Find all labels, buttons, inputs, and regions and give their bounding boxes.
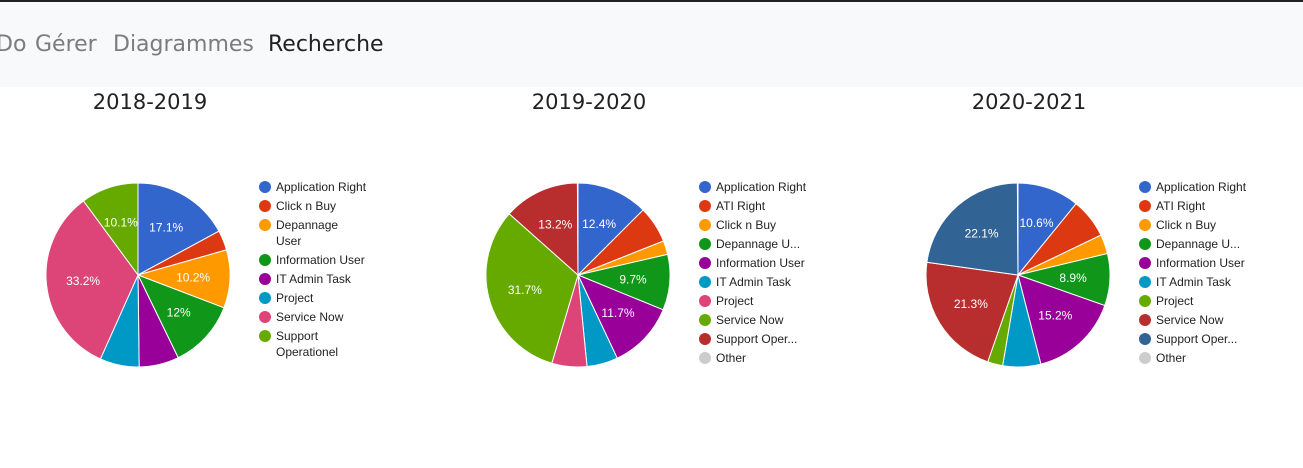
navbar: Do Gérer Diagrammes Recherche [0,2,1303,87]
legend-label[interactable]: Information User [1156,256,1245,270]
legend-label[interactable]: Other [716,351,746,365]
slice-data-label: 12.4% [582,217,616,231]
legend-label[interactable]: Service Now [276,310,344,324]
slice-data-label: 15.2% [1038,309,1072,323]
legend-label[interactable]: ATI Right [716,199,766,213]
pie-chart-2019-2020: 12.4% 9.7% 11.7% 31.7% 13.2% Application Righ… [485,180,807,368]
slice-data-label: 10.2% [176,270,210,284]
legend-label[interactable]: IT Admin Task [276,272,352,286]
legend-label[interactable]: Click n Buy [716,218,776,232]
chart-title-2018-2019: 2018-2019 [92,90,208,114]
slice-data-label: 10.6% [1019,216,1053,230]
legend-label[interactable]: User [276,234,301,248]
legend-swatch [259,200,271,212]
legend-label[interactable]: Operationel [276,345,338,359]
slice-data-label: 33.2% [66,274,100,288]
pie-slice[interactable] [1016,182,1019,276]
pie-slice[interactable] [576,274,664,359]
legend-swatch [259,273,271,285]
slice-data-label: 13.2% [538,218,572,232]
legend-label[interactable]: Support Oper... [1156,332,1237,346]
legend-swatch [699,219,711,231]
pie-slice[interactable] [1017,274,1106,365]
nav-link-recherche[interactable]: Recherche [268,32,384,57]
legend-label[interactable]: Application Right [1156,180,1247,194]
nav-link-gerer[interactable]: Gérer [35,32,97,57]
legend-swatch [259,181,271,193]
pie-slice[interactable] [577,182,644,277]
legend-swatch [259,311,271,323]
legend-label[interactable]: Information User [276,253,365,267]
slice-data-label: 31.7% [508,283,542,297]
legend-label[interactable]: Service Now [1156,313,1224,327]
legend-label[interactable]: Information User [716,256,805,270]
pie-chart-2020-2021: 10.6% 8.9% 15.2% 21.3% 22.1% Application Righ… [925,180,1247,368]
legend-swatch [1139,200,1151,212]
legend-swatch [259,292,271,304]
legend-label[interactable]: Project [1156,294,1194,308]
legend-swatch [259,330,271,342]
legend-swatch [1139,333,1151,345]
pie-slice[interactable] [925,261,1019,363]
chart-title-2020-2021: 2020-2021 [971,90,1087,114]
nav-link-diagrammes[interactable]: Diagrammes [113,32,254,57]
legend-label[interactable]: Depannage U... [716,237,800,251]
legend-swatch [1139,276,1151,288]
top-border [0,0,1303,2]
legend-label[interactable]: Service Now [716,313,784,327]
legend-label[interactable]: Other [1156,351,1186,365]
legend-swatch [1139,295,1151,307]
legend-swatch [1139,352,1151,364]
legend-swatch [1139,181,1151,193]
pie-slice[interactable] [82,182,139,277]
slice-data-label: 9.7% [619,273,647,287]
legend-swatch [259,254,271,266]
legend-swatch [699,352,711,364]
slice-data-label: 10.1% [104,216,138,230]
slice-data-label: 8.9% [1059,271,1087,285]
legend-label[interactable]: ATI Right [1156,199,1206,213]
legend-swatch [699,314,711,326]
legend-swatch [699,257,711,269]
legend-swatch [699,276,711,288]
legend-label[interactable]: Application Right [716,180,807,194]
pie-slice[interactable] [926,182,1019,276]
slice-data-label: 12% [167,305,191,319]
legend-label[interactable]: Click n Buy [1156,218,1216,232]
legend-label[interactable]: Depannage U... [1156,237,1240,251]
legend-swatch [1139,314,1151,326]
legend-swatch [699,238,711,250]
legend-swatch [699,181,711,193]
pie-slice[interactable] [485,213,579,364]
legend-label[interactable]: Support Oper... [716,332,797,346]
legend-swatch [1139,219,1151,231]
pie-chart-2018-2019: 17.1% 10.2% 12% 33.2% 10.1% Application Right… [45,180,367,368]
chart-title-2019-2020: 2019-2020 [531,90,647,114]
legend-label[interactable]: Depannage [276,218,338,232]
legend-label[interactable]: IT Admin Task [1156,275,1232,289]
legend-label[interactable]: Project [716,294,754,308]
legend-swatch [699,295,711,307]
pie-slice[interactable] [137,182,220,276]
legend-label[interactable]: Project [276,291,314,305]
nav-link-do[interactable]: Do [0,32,27,57]
legend-swatch [1139,238,1151,250]
pie-slice[interactable] [508,182,579,277]
pie-slice[interactable] [136,274,225,359]
slice-data-label: 21.3% [954,297,988,311]
legend-label[interactable]: Application Right [276,180,367,194]
pie-slice[interactable] [45,200,139,360]
legend-label[interactable]: Support [276,329,319,343]
legend-swatch [1139,257,1151,269]
slice-data-label: 17.1% [149,221,183,235]
legend-swatch [699,333,711,345]
slice-data-label: 11.7% [601,306,634,320]
legend-label[interactable]: IT Admin Task [716,275,792,289]
legend-swatch [259,219,271,231]
pie-slice[interactable] [576,182,579,276]
slice-data-label: 22.1% [965,227,999,241]
legend-label[interactable]: Click n Buy [276,199,336,213]
legend-swatch [699,200,711,212]
